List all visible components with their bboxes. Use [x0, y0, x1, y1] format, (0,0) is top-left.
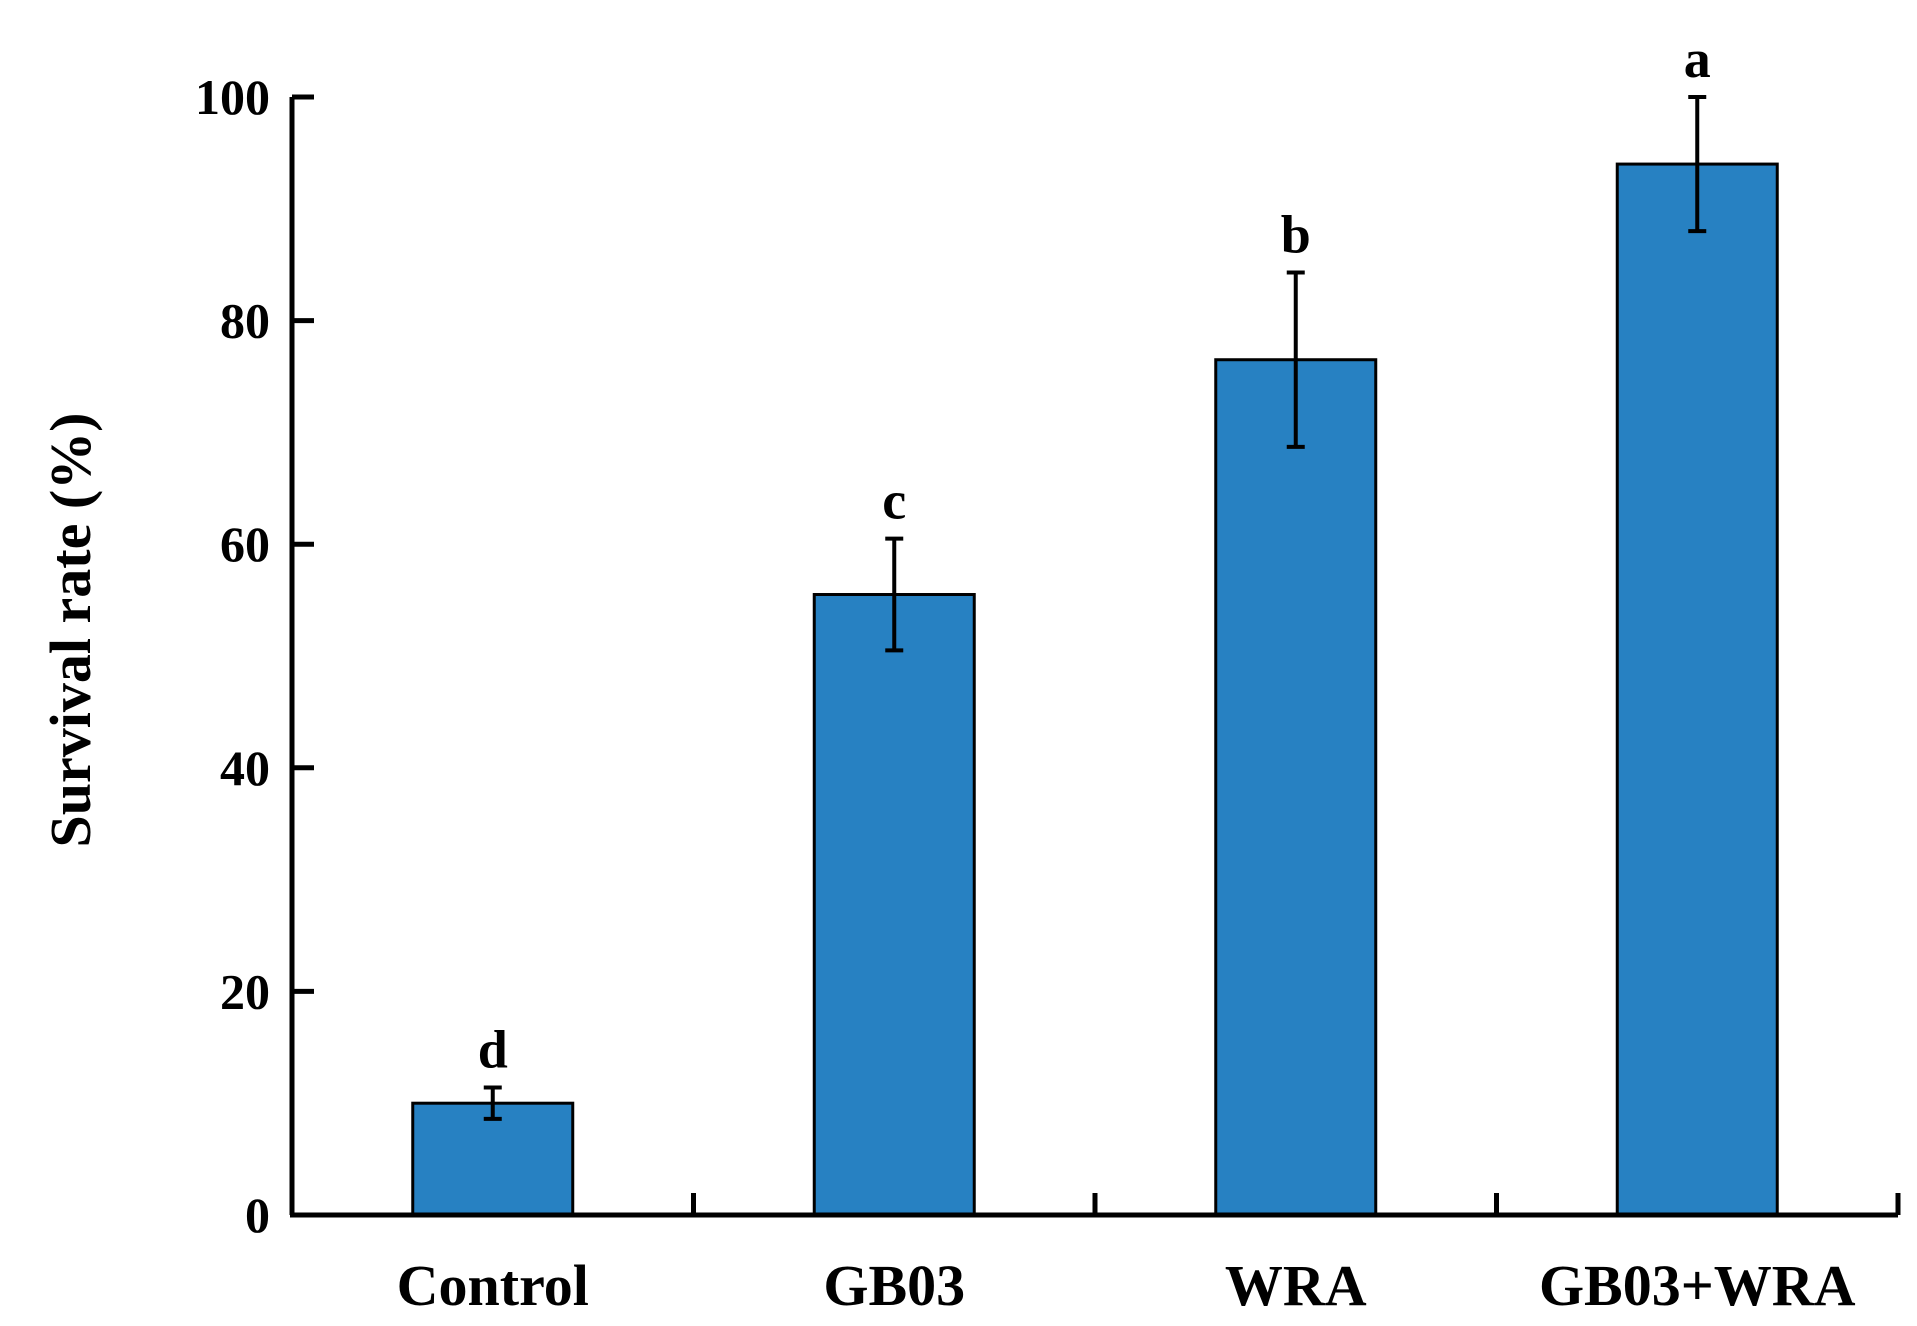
bars — [411, 162, 1779, 1217]
significance-letter: b — [1281, 205, 1311, 265]
y-tick-label: 100 — [195, 69, 270, 125]
x-tick-label: Control — [397, 1253, 589, 1318]
y-axis-title: Survival rate (%) — [38, 413, 103, 848]
bar — [1615, 162, 1779, 1217]
bar — [1214, 358, 1378, 1217]
x-ticks — [691, 1193, 1901, 1215]
category-labels: Control GB03 WRA GB03+WRA — [397, 1253, 1856, 1318]
x-tick-label: WRA — [1225, 1253, 1367, 1318]
y-tick-label: 60 — [220, 516, 270, 572]
y-tick-label: 40 — [220, 740, 270, 796]
y-ticks: 0 20 40 60 80 100 — [195, 69, 314, 1243]
significance-letter: d — [478, 1020, 508, 1080]
significance-letter: a — [1684, 29, 1711, 89]
y-tick-label: 20 — [220, 963, 270, 1019]
bar — [812, 593, 976, 1217]
bar — [411, 1101, 575, 1217]
x-tick-label: GB03 — [823, 1253, 965, 1318]
significance-letter: c — [882, 471, 906, 531]
x-tick-label: GB03+WRA — [1539, 1253, 1856, 1318]
y-tick-label: 80 — [220, 293, 270, 349]
significance-letters: d c b a — [478, 29, 1711, 1080]
y-tick-label: 0 — [245, 1187, 270, 1243]
error-bars — [483, 95, 1707, 1121]
